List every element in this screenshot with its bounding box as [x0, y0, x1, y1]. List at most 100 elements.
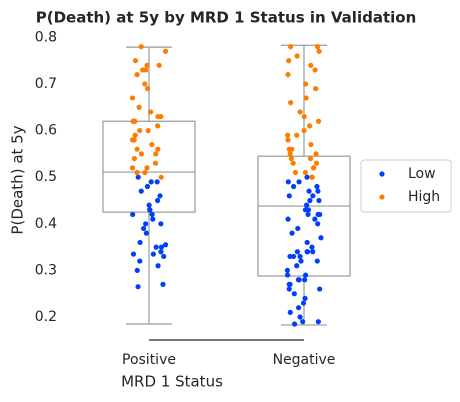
strip-point: [146, 202, 152, 208]
strip-point: [315, 118, 322, 124]
strip-point: [145, 127, 151, 134]
strip-point: [314, 183, 320, 190]
strip-point: [314, 258, 320, 264]
strip-point: [307, 155, 314, 162]
x-axis-label: MRD 1 Status: [121, 373, 223, 391]
strip-point: [305, 207, 312, 213]
x-tick-label: Positive: [122, 352, 176, 368]
strip-point: [312, 216, 318, 222]
strip-point: [140, 67, 146, 73]
strip-point: [307, 197, 313, 204]
strip-point: [304, 249, 310, 255]
strip-point: [144, 183, 151, 190]
strip-point: [296, 179, 302, 185]
strip-point: [287, 151, 293, 157]
strip-point: [144, 165, 150, 171]
strip-point: [308, 62, 314, 68]
strip-point: [153, 151, 159, 157]
strip-point: [153, 244, 159, 250]
y-axis-label: P(Death) at 5y: [9, 125, 27, 234]
strip-point: [303, 95, 309, 101]
strip-point: [155, 263, 161, 269]
strip-point: [292, 321, 298, 327]
strip-point: [130, 251, 137, 257]
strip-point: [295, 305, 302, 311]
strip-point: [136, 104, 142, 110]
y-tick-label: 0.8: [35, 29, 57, 45]
strip-point: [308, 141, 314, 148]
strip-point: [129, 165, 136, 171]
legend-label: Low: [408, 166, 436, 182]
strip-point: [285, 72, 291, 78]
strip-point: [287, 281, 293, 287]
strip-point: [315, 221, 321, 227]
strip-point: [302, 277, 308, 283]
strip-point: [147, 207, 153, 213]
strip-point: [294, 132, 300, 138]
strip-point: [312, 67, 318, 73]
strip-point: [287, 309, 293, 315]
strip-point: [294, 249, 301, 255]
strip-point: [138, 151, 144, 157]
strip-point: [138, 44, 144, 50]
strip-point: [313, 151, 319, 157]
strip-point: [152, 160, 159, 166]
strip-point: [150, 216, 156, 222]
strip-point: [130, 211, 136, 218]
y-tick-label: 0.5: [35, 169, 57, 185]
strip-point: [158, 249, 164, 255]
strip-point: [303, 81, 309, 87]
strip-point: [148, 179, 154, 185]
strip-point: [294, 53, 300, 59]
strip-point: [158, 174, 164, 180]
strip-point: [295, 277, 302, 283]
strip-point: [144, 62, 150, 68]
strip-point: [304, 202, 310, 208]
strip-point: [143, 221, 149, 227]
strip-point: [149, 141, 155, 148]
strip-point: [132, 118, 138, 124]
strip-point: [302, 169, 308, 176]
strip-point: [137, 127, 143, 134]
strip-point: [289, 230, 295, 236]
strip-point: [132, 132, 138, 138]
strip-point: [162, 48, 169, 54]
strip-point: [286, 286, 292, 292]
legend-marker: [379, 171, 385, 177]
strip-point: [285, 137, 291, 143]
strip-point: [317, 286, 323, 292]
strip-point: [142, 81, 148, 87]
strip-point: [131, 155, 138, 162]
strip-point: [313, 86, 319, 92]
strip-point: [300, 319, 306, 325]
strip-point: [155, 146, 161, 152]
strip-point: [287, 44, 294, 50]
strip-point: [150, 251, 156, 257]
strip-point: [134, 169, 140, 176]
strip-point: [158, 221, 164, 227]
strip-point: [155, 123, 161, 129]
strip-point: [134, 146, 140, 152]
strip-point: [309, 174, 315, 180]
strip-point: [290, 183, 297, 190]
strip-point: [162, 242, 169, 248]
strip-point: [290, 160, 296, 166]
strip-point: [290, 253, 297, 260]
strip-point: [302, 272, 309, 278]
strip-point: [284, 267, 291, 274]
strip-point: [286, 146, 292, 152]
strip-point: [306, 188, 312, 194]
strip-point: [285, 132, 291, 138]
strip-point: [311, 165, 317, 171]
strip-point: [143, 230, 149, 236]
strip-point: [158, 244, 165, 250]
strip-point: [314, 44, 321, 50]
strip-point: [134, 267, 140, 274]
strip-point: [156, 62, 162, 68]
strip-point: [129, 95, 136, 101]
strip-point: [307, 123, 313, 129]
strip-point: [129, 137, 136, 143]
strip-point: [316, 197, 322, 204]
strip-point: [315, 319, 321, 325]
